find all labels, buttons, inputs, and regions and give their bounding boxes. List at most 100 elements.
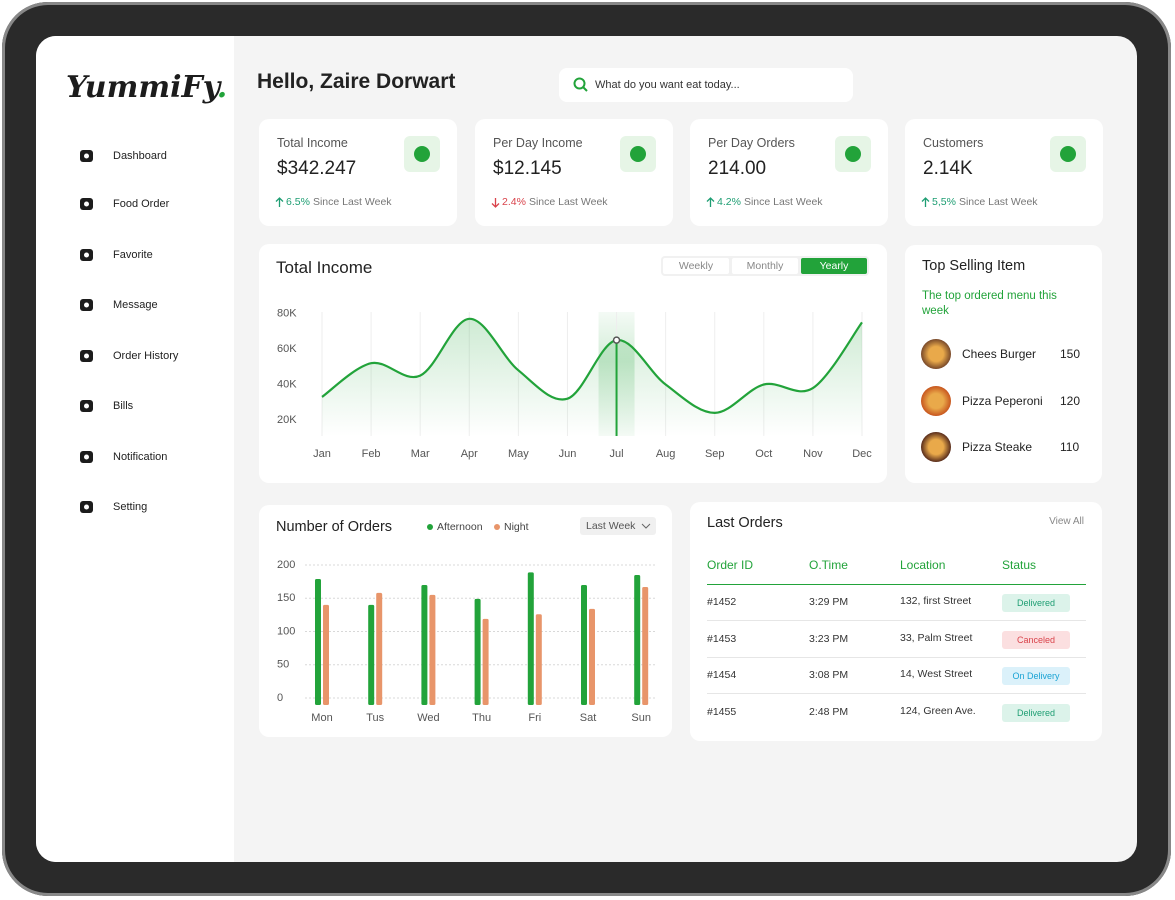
arrow-path xyxy=(921,196,930,207)
x-tick-label: Mar xyxy=(411,448,430,460)
nav-item[interactable]: Message xyxy=(78,293,158,317)
nav-icon xyxy=(80,249,93,261)
stat-value: $12.145 xyxy=(493,158,562,179)
view-all[interactable]: View All xyxy=(1049,516,1084,527)
stat-icon xyxy=(404,136,440,172)
trend-arrow xyxy=(706,196,715,207)
screen: YummiFy. Dashboard Food Order Favorite Mess… xyxy=(36,36,1137,862)
icon-shape xyxy=(84,504,89,510)
nav-icon xyxy=(80,150,93,162)
legend-item: Afternoon xyxy=(427,521,483,533)
row-rule xyxy=(707,656,1086,658)
order-location: 124, Green Ave. xyxy=(900,704,976,717)
food-name: Pizza Steake xyxy=(962,440,1033,454)
food-item[interactable]: Chees Burger 150 xyxy=(921,339,1081,369)
icon-glyph xyxy=(1060,146,1076,162)
status-badge: Delivered xyxy=(1002,703,1070,722)
food-count: 110 xyxy=(1060,440,1080,454)
stat-change: 2.4% Since Last Week xyxy=(491,196,608,208)
icon-shape xyxy=(84,353,89,359)
filter-dropdown[interactable]: Last Week xyxy=(580,517,656,535)
stat-since: Since Last Week xyxy=(312,196,392,208)
legend-label: Afternoon xyxy=(437,521,483,533)
column-header: Order ID xyxy=(707,558,754,572)
trend-arrow xyxy=(491,197,500,208)
bar xyxy=(368,604,375,705)
icon-shape xyxy=(84,252,89,258)
card-title: Top Selling Item xyxy=(922,258,1026,274)
y-tick-label: 40K xyxy=(277,378,297,390)
stat-label: Total Income xyxy=(277,136,348,150)
icon-shape xyxy=(84,302,89,308)
nav-item[interactable]: Notification xyxy=(78,445,167,469)
trend-arrow xyxy=(921,196,930,207)
tab[interactable]: Yearly xyxy=(801,258,867,274)
nav-item[interactable]: Bills xyxy=(78,394,133,418)
search-box[interactable]: What do you want eat today... xyxy=(559,68,853,102)
logo[interactable]: YummiFy. xyxy=(66,70,227,105)
bar xyxy=(482,618,489,705)
legend-label: Night xyxy=(504,521,529,533)
nav-item[interactable]: Food Order xyxy=(78,192,169,216)
bar xyxy=(581,584,587,705)
x-tick-label: Sun xyxy=(631,712,651,724)
arrow-path xyxy=(706,196,715,207)
stat-card: Total Income $342.247 6.5% Since Last Week xyxy=(259,119,457,226)
food-name: Chees Burger xyxy=(962,347,1037,361)
nav-item[interactable]: Setting xyxy=(78,495,147,519)
status-badge: Canceled xyxy=(1002,630,1070,649)
y-tick-label: 50 xyxy=(277,659,289,671)
x-tick-label: Dec xyxy=(852,448,872,460)
nav-item[interactable]: Order History xyxy=(78,344,178,368)
stat-since: Since Last Week xyxy=(958,196,1038,208)
stat-value: 2.14K xyxy=(923,158,973,179)
stat-label: Per Day Income xyxy=(493,136,583,150)
tab[interactable]: Monthly xyxy=(732,258,798,274)
x-tick-label: Sat xyxy=(580,712,597,724)
stat-icon xyxy=(835,136,871,172)
nav-icon xyxy=(80,350,93,362)
bar xyxy=(642,586,649,705)
nav-item[interactable]: Dashboard xyxy=(78,144,167,168)
bar xyxy=(323,604,329,705)
stat-change: 5,5% Since Last Week xyxy=(921,196,1038,208)
x-tick-label: Jun xyxy=(559,448,577,460)
nav-icon xyxy=(80,451,93,463)
nav-label: Order History xyxy=(113,350,179,362)
nav-label: Message xyxy=(113,299,158,311)
column-header: Location xyxy=(900,558,946,572)
stat-icon xyxy=(620,136,656,172)
last-orders-card: Last Orders View All Order ID O.Time Locat… xyxy=(690,502,1102,741)
stat-change: 6.5% Since Last Week xyxy=(275,196,392,208)
stat-change-value: 4.2% xyxy=(717,196,741,208)
trend-arrow xyxy=(275,196,284,207)
y-tick-label: 200 xyxy=(277,559,295,571)
food-item[interactable]: Pizza Steake 110 xyxy=(921,432,1081,462)
nav-item[interactable]: Favorite xyxy=(78,243,153,267)
arrow-path xyxy=(275,196,284,207)
food-item[interactable]: Pizza Peperoni 120 xyxy=(921,385,1081,416)
order-location: 33, Palm Street xyxy=(900,631,973,644)
icon-glyph xyxy=(414,146,430,162)
nav-label: Bills xyxy=(113,400,134,412)
legend-swatch xyxy=(427,524,433,530)
x-tick-label: Mon xyxy=(311,712,332,724)
stat-change-value: 2.4% xyxy=(502,196,526,208)
tab[interactable]: Weekly xyxy=(663,258,729,274)
bar xyxy=(535,614,542,705)
y-tick-label: 80K xyxy=(277,307,297,319)
brand-name: YummiFy xyxy=(66,70,217,105)
status-badge: On Delivery xyxy=(1002,667,1070,685)
stat-label: Per Day Orders xyxy=(708,136,795,150)
icon-glyph xyxy=(630,146,646,162)
nav-icon xyxy=(80,299,93,311)
order-time: 3:08 PM xyxy=(809,669,849,681)
bar xyxy=(429,594,436,705)
y-tick-label: 150 xyxy=(277,592,295,604)
highlight-point xyxy=(612,336,621,344)
nav-label: Setting xyxy=(113,501,148,513)
income-area xyxy=(322,318,862,436)
x-tick-label: Apr xyxy=(461,448,478,460)
bar xyxy=(527,572,534,705)
nav-icon xyxy=(80,501,93,513)
